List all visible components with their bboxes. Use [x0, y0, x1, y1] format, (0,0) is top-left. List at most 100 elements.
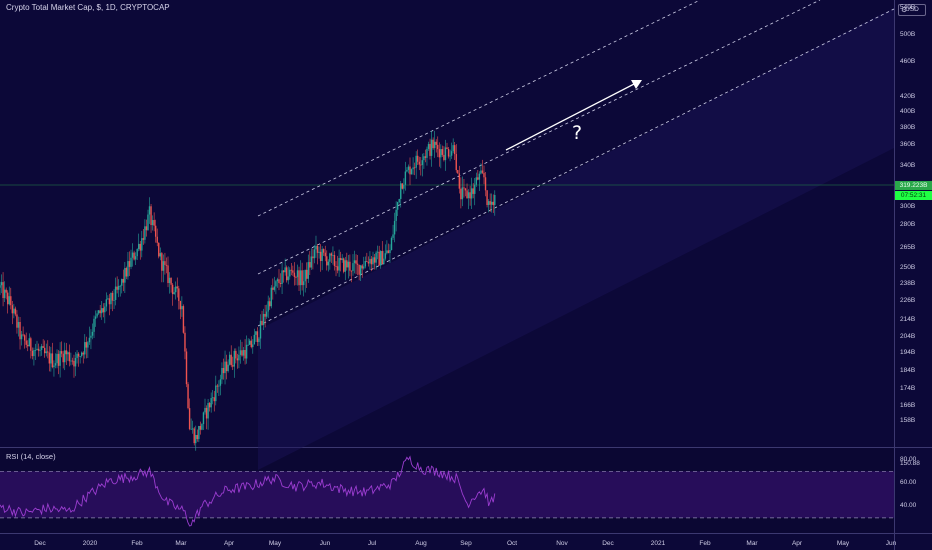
candle-body [307, 262, 309, 279]
candle-body [418, 161, 420, 165]
candle-body [193, 428, 195, 444]
candle-body [327, 261, 330, 266]
settings-gear-icon[interactable]: ⚙ [901, 7, 908, 14]
candle-body [208, 402, 211, 408]
candle-body [358, 264, 360, 275]
candle-body [42, 346, 44, 348]
candle-body [395, 209, 397, 221]
candle-body [97, 310, 100, 314]
candle-body [438, 149, 440, 158]
candle-body [17, 321, 20, 328]
candle-body [460, 188, 462, 200]
candle-body [47, 351, 49, 353]
candle-body [272, 287, 274, 290]
candle-body [289, 269, 291, 277]
candle-body [128, 261, 131, 267]
candle-body [68, 352, 71, 362]
candle-body [403, 184, 405, 189]
candle-body [415, 155, 417, 168]
time-axis-tick: Feb [131, 540, 143, 547]
candle-body [344, 260, 346, 272]
candle-body [452, 145, 454, 152]
candle-body [265, 311, 268, 317]
candle-body [167, 265, 169, 284]
candle-body [267, 301, 269, 312]
candle-body [353, 260, 356, 264]
candle-body [347, 261, 350, 268]
candle-body [427, 144, 430, 149]
time-axis-tick: Apr [791, 540, 803, 547]
candle-body [285, 267, 288, 281]
candle-body [332, 255, 334, 256]
candle-body [474, 184, 476, 194]
candle-body [469, 192, 471, 199]
candle-body [253, 334, 256, 345]
candle-body [121, 278, 123, 286]
candle-body [364, 261, 367, 267]
candle-body [124, 267, 126, 283]
price-axis-tick: 360B [900, 141, 916, 148]
candle-body [450, 151, 453, 156]
candle-body [256, 331, 259, 343]
candle-body [188, 408, 191, 430]
candle-body [233, 350, 235, 367]
candle-body [102, 308, 104, 313]
candle-body [290, 269, 293, 271]
rsi-axis-tick: 40.00 [900, 502, 917, 510]
candle-body [299, 270, 302, 286]
candle-body [378, 251, 380, 266]
candle-body [367, 261, 370, 264]
candle-body [489, 201, 491, 205]
candle-body [133, 252, 135, 260]
candle-body [486, 190, 488, 206]
candle-body [104, 306, 106, 313]
price-axis-tick: 280B [900, 221, 916, 228]
candle-body [134, 256, 137, 260]
candle-body [45, 351, 47, 354]
candle-body [426, 148, 428, 158]
price-axis-tick: 265B [900, 244, 916, 251]
currency-button[interactable]: USD [898, 4, 926, 16]
candle-body [458, 173, 461, 189]
price-axis-tick: 204B [900, 333, 916, 340]
candle-body [421, 160, 424, 165]
candle-body [392, 234, 394, 238]
candle-body [350, 270, 353, 272]
candle-body [356, 263, 359, 265]
candle-body [101, 308, 103, 314]
rsi-indicator-label[interactable]: RSI (14, close) [6, 452, 56, 461]
candle-body [475, 177, 477, 185]
candle-body [312, 256, 314, 259]
candle-body [387, 250, 390, 254]
candle-body [216, 385, 219, 387]
candle-body [16, 314, 18, 328]
candle-body [242, 349, 245, 356]
candle-body [36, 348, 38, 351]
candle-body [224, 361, 226, 374]
candle-body [432, 139, 434, 149]
annotation-question-mark[interactable]: ? [572, 122, 583, 144]
projection-arrowhead [631, 80, 642, 89]
candle-body [478, 173, 481, 180]
candle-body [467, 192, 470, 199]
candle-body [326, 256, 328, 266]
candle-body [230, 354, 232, 366]
candle-body [484, 177, 487, 191]
candle-body [20, 334, 23, 340]
price-axis-tick: 214B [900, 316, 916, 323]
candle-body [176, 286, 178, 289]
candle-body [0, 282, 3, 286]
candle-body [147, 214, 149, 231]
candle-body [401, 183, 403, 189]
candle-body [449, 155, 451, 157]
candle-body [376, 251, 379, 253]
candle-body [296, 270, 299, 278]
candle-body [7, 292, 9, 305]
candle-body [410, 169, 413, 175]
candle-body [165, 264, 168, 266]
candle-body [440, 149, 442, 158]
rsi-axis-tick: 60.00 [900, 478, 917, 486]
price-axis-tick: 340B [900, 162, 916, 169]
candle-body [238, 354, 240, 361]
